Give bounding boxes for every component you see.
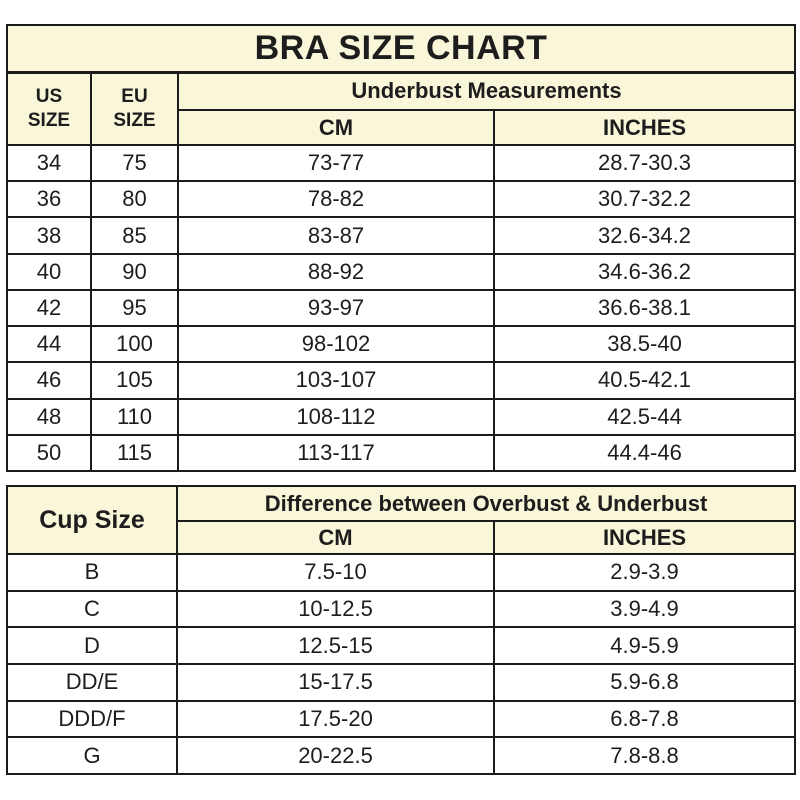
cell-eu-size: 75 (90, 143, 179, 183)
table-row: 36 80 78-82 30.7-32.2 (6, 180, 797, 219)
bra-size-table: BRA SIZE CHART US SIZE EU SIZE Underbust… (5, 24, 797, 473)
cell-cup-size: C (6, 589, 178, 629)
cell-difference-cm: 7.5-10 (176, 553, 495, 592)
cell-us-size: 42 (6, 288, 92, 328)
cell-underbust-cm: 73-77 (177, 143, 495, 183)
cell-difference-cm: 17.5-20 (176, 699, 495, 739)
cell-us-size: 38 (6, 216, 92, 255)
cell-underbust-inches: 36.6-38.1 (492, 288, 797, 328)
cell-eu-size: 90 (90, 252, 179, 291)
col-header-us-size-line1: US (35, 86, 63, 107)
cell-underbust-cm: 78-82 (177, 180, 495, 219)
cell-underbust-cm: 113-117 (177, 433, 495, 473)
cell-eu-size: 80 (90, 180, 179, 219)
cell-difference-inches: 3.9-4.9 (492, 589, 797, 629)
cell-us-size: 36 (6, 180, 92, 219)
table-row: 34 75 73-77 28.7-30.3 (6, 143, 797, 183)
cell-cup-size: DDD/F (6, 699, 178, 739)
cup-size-table: Cup Size Difference between Overbust & U… (6, 485, 797, 775)
col-header-cup-size: Cup Size (6, 485, 178, 555)
cell-cup-size: G (6, 736, 178, 775)
cell-difference-cm: 10-12.5 (176, 589, 495, 629)
cell-us-size: 44 (6, 325, 92, 364)
cell-difference-inches: 5.9-6.8 (492, 662, 797, 702)
col-header-inches: INCHES (492, 520, 797, 555)
table-row: 38 85 83-87 32.6-34.2 (6, 216, 797, 255)
cell-difference-inches: 2.9-3.9 (492, 553, 797, 592)
cell-underbust-cm: 103-107 (177, 361, 495, 400)
cell-eu-size: 115 (90, 433, 179, 473)
table-row: 40 90 88-92 34.6-36.2 (6, 252, 797, 291)
cell-underbust-inches: 32.6-34.2 (492, 216, 797, 255)
cell-underbust-cm: 108-112 (177, 397, 495, 436)
cell-difference-inches: 7.8-8.8 (492, 736, 797, 775)
cell-cup-size: DD/E (6, 662, 178, 702)
table-row: 50 115 113-117 44.4-46 (6, 433, 797, 473)
col-header-us-size-line2: SIZE (27, 109, 71, 131)
cell-underbust-inches: 30.7-32.2 (492, 180, 797, 219)
group-header-underbust: Underbust Measurements (176, 71, 797, 111)
col-header-eu-size-line2: SIZE (113, 109, 156, 131)
table-row: 46 105 103-107 40.5-42.1 (6, 361, 797, 400)
table-row: D 12.5-15 4.9-5.9 (6, 626, 797, 665)
cell-difference-cm: 15-17.5 (176, 662, 495, 702)
cell-difference-inches: 6.8-7.8 (492, 699, 797, 739)
cell-us-size: 48 (6, 397, 92, 436)
col-header-cm: CM (176, 520, 495, 555)
cell-difference-cm: 12.5-15 (176, 626, 495, 665)
cell-eu-size: 95 (90, 288, 179, 328)
cell-us-size: 46 (6, 361, 92, 400)
cell-us-size: 34 (6, 143, 92, 183)
group-header-difference: Difference between Overbust & Underbust (175, 485, 797, 522)
cell-underbust-inches: 44.4-46 (492, 433, 797, 473)
cell-underbust-cm: 93-97 (177, 288, 495, 328)
cell-underbust-cm: 83-87 (177, 216, 495, 255)
cell-underbust-inches: 34.6-36.2 (492, 252, 797, 291)
cell-difference-cm: 20-22.5 (176, 736, 495, 775)
col-header-eu-size: EU SIZE (90, 71, 179, 146)
page-title: BRA SIZE CHART (5, 24, 797, 74)
cell-cup-size: D (6, 626, 178, 665)
cell-underbust-cm: 88-92 (177, 252, 495, 291)
table-row: B 7.5-10 2.9-3.9 (6, 553, 797, 592)
cell-us-size: 50 (6, 433, 92, 473)
table-row: 44 100 98-102 38.5-40 (6, 325, 797, 364)
cell-cup-size: B (6, 553, 178, 592)
cell-underbust-inches: 28.7-30.3 (492, 143, 797, 183)
table-row: G 20-22.5 7.8-8.8 (6, 736, 797, 775)
cell-eu-size: 100 (90, 325, 179, 364)
col-header-inches: INCHES (492, 109, 797, 146)
cell-difference-inches: 4.9-5.9 (492, 626, 797, 665)
cell-underbust-inches: 38.5-40 (492, 325, 797, 364)
col-header-cm: CM (177, 109, 495, 146)
cell-eu-size: 85 (90, 216, 179, 255)
cell-us-size: 40 (6, 252, 92, 291)
col-header-eu-size-line1: EU (121, 86, 148, 107)
cell-eu-size: 105 (90, 361, 179, 400)
cell-underbust-inches: 40.5-42.1 (492, 361, 797, 400)
table-row: DD/E 15-17.5 5.9-6.8 (6, 662, 797, 702)
cell-underbust-inches: 42.5-44 (492, 397, 797, 436)
cell-underbust-cm: 98-102 (177, 325, 495, 364)
table-row: 42 95 93-97 36.6-38.1 (6, 288, 797, 328)
table-row: 48 110 108-112 42.5-44 (6, 397, 797, 436)
table-row: C 10-12.5 3.9-4.9 (6, 589, 797, 629)
cell-eu-size: 110 (90, 397, 179, 436)
col-header-us-size: US SIZE (6, 71, 92, 146)
table-row: DDD/F 17.5-20 6.8-7.8 (6, 699, 797, 739)
